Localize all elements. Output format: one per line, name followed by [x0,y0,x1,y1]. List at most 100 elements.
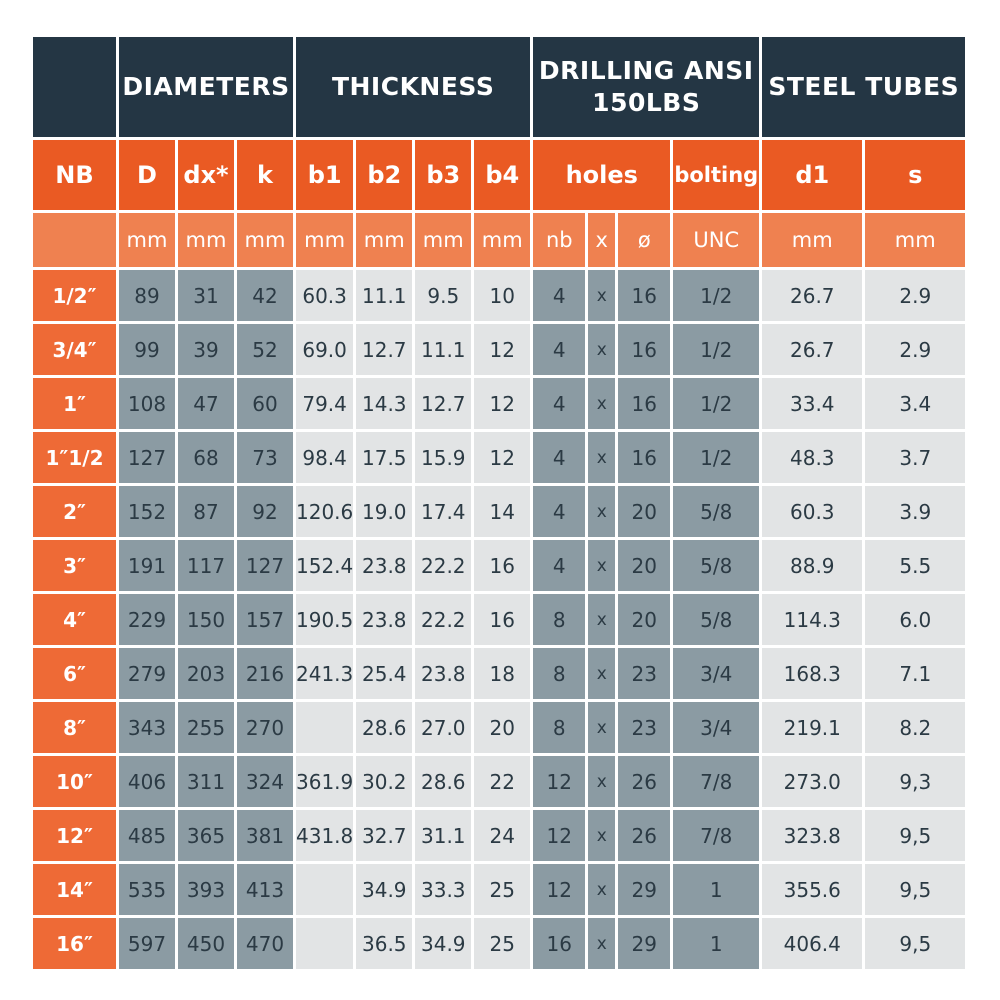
cell-d1: 60.3 [762,486,863,540]
cell-b2: 28.6 [356,702,413,756]
cell-holes-dia: 23 [618,648,671,702]
cell-bolting: 5/8 [673,594,760,648]
col-d: D [119,140,175,213]
cell-bolting: 1/2 [673,432,760,486]
cell-d1: 219.1 [762,702,863,756]
cell-holes-nb: 4 [533,324,586,378]
cell-s: 7.1 [865,648,966,702]
cell-d: 485 [119,810,175,864]
cell-holes-nb: 4 [533,540,586,594]
cell-b1: 241.3 [296,648,354,702]
cell-b2: 12.7 [356,324,413,378]
unit-b4: mm [474,213,531,270]
cell-b4: 12 [474,324,531,378]
cell-bolting: 3/4 [673,702,760,756]
cell-s: 6.0 [865,594,966,648]
cell-holes-nb: 4 [533,432,586,486]
table-row: 6″ 279 203 216 241.3 25.4 23.8 18 8 x 23 3/4 168.3 7.… [33,648,966,702]
cell-s: 9,3 [865,756,966,810]
nb-group-header [33,37,116,140]
cell-bolting: 1/2 [673,324,760,378]
table-row: 3/4″ 99 39 52 69.0 12.7 11.1 12 4 x 16 1/2 26.7 2.9 [33,324,966,378]
cell-holes-nb: 12 [533,756,586,810]
cell-d1: 355.6 [762,864,863,918]
cell-d: 279 [119,648,175,702]
cell-nb: 1″ [33,378,116,432]
cell-holes-dia: 20 [618,594,671,648]
cell-d1: 273.0 [762,756,863,810]
cell-dx: 150 [178,594,234,648]
cell-d1: 26.7 [762,324,863,378]
unit-holes-nb: nb [533,213,586,270]
cell-s: 5.5 [865,540,966,594]
cell-holes-dia: 16 [618,378,671,432]
table-row: 1″ 108 47 60 79.4 14.3 12.7 12 4 x 16 1/2 33.4 3.4 [33,378,966,432]
cell-k: 92 [237,486,293,540]
cell-b3: 9.5 [415,270,472,324]
cell-k: 270 [237,702,293,756]
cell-s: 3.4 [865,378,966,432]
cell-d: 229 [119,594,175,648]
steel-tubes-group-header: STEEL TUBES [762,37,966,140]
cell-holes-dia: 16 [618,432,671,486]
cell-b1: 190.5 [296,594,354,648]
col-k: k [237,140,293,213]
cell-dx: 311 [178,756,234,810]
cell-d1: 26.7 [762,270,863,324]
cell-b4: 24 [474,810,531,864]
cell-nb: 2″ [33,486,116,540]
cell-bolting: 5/8 [673,486,760,540]
table-row: 12″ 485 365 381 431.8 32.7 31.1 24 12 x 26 7/8 323.8… [33,810,966,864]
cell-b4: 12 [474,378,531,432]
cell-d1: 114.3 [762,594,863,648]
cell-b1: 60.3 [296,270,354,324]
cell-dx: 47 [178,378,234,432]
cell-d1: 48.3 [762,432,863,486]
cell-holes-x: x [588,918,616,969]
flange-spec-table: DIAMETERS THICKNESS DRILLING ANSI 150LBS … [30,37,968,969]
cell-s: 9,5 [865,810,966,864]
cell-b1: 120.6 [296,486,354,540]
col-b3: b3 [415,140,472,213]
cell-nb: 3/4″ [33,324,116,378]
unit-b3: mm [415,213,472,270]
unit-dx: mm [178,213,234,270]
cell-bolting: 1/2 [673,378,760,432]
cell-dx: 68 [178,432,234,486]
cell-bolting: 5/8 [673,540,760,594]
cell-holes-x: x [588,432,616,486]
cell-holes-x: x [588,378,616,432]
unit-k: mm [237,213,293,270]
cell-holes-nb: 8 [533,702,586,756]
cell-holes-dia: 29 [618,864,671,918]
cell-dx: 117 [178,540,234,594]
cell-holes-dia: 26 [618,756,671,810]
cell-b4: 16 [474,594,531,648]
cell-b3: 12.7 [415,378,472,432]
cell-holes-nb: 16 [533,918,586,969]
cell-holes-nb: 4 [533,270,586,324]
cell-k: 127 [237,540,293,594]
cell-b3: 11.1 [415,324,472,378]
cell-d: 99 [119,324,175,378]
cell-s: 2.9 [865,270,966,324]
cell-b2: 11.1 [356,270,413,324]
col-b4: b4 [474,140,531,213]
drilling-header-line2: 150LBS [592,88,701,117]
unit-d: mm [119,213,175,270]
table-row: 2″ 152 87 92 120.6 19.0 17.4 14 4 x 20 5/8 60.3 3.9 [33,486,966,540]
thickness-group-header: THICKNESS [296,37,531,140]
unit-b1: mm [296,213,354,270]
cell-b4: 25 [474,864,531,918]
cell-b3: 34.9 [415,918,472,969]
col-nb: NB [33,140,116,213]
cell-bolting: 1 [673,864,760,918]
cell-k: 216 [237,648,293,702]
cell-d: 597 [119,918,175,969]
unit-holes-dia: ø [618,213,671,270]
cell-k: 42 [237,270,293,324]
cell-d1: 168.3 [762,648,863,702]
column-label-row: NB D dx* k b1 b2 b3 b4 holes bolting d1 … [33,140,966,213]
cell-b2: 30.2 [356,756,413,810]
cell-bolting: 7/8 [673,756,760,810]
